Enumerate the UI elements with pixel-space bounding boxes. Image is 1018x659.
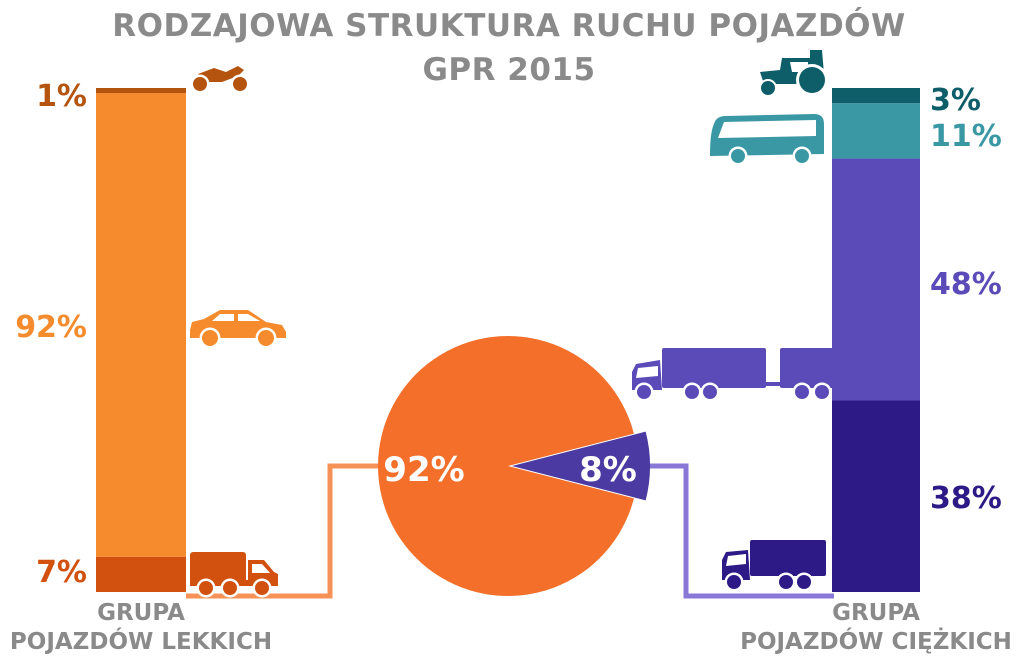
heavy-group-label-line1: GRUPA [832, 600, 920, 626]
light-bar-label: 1% [36, 79, 87, 114]
heavy-group-label-line2: POJAZDÓW CIĘŻKICH [740, 627, 1012, 655]
van-cargo [190, 552, 246, 582]
heavy-bar-segment-3% [832, 88, 920, 104]
truck-window [636, 366, 658, 378]
wheel [233, 77, 247, 91]
pie-label-92: 92% [383, 450, 464, 490]
wheel [193, 77, 207, 91]
car-window [212, 314, 234, 321]
rear-wheel [799, 67, 825, 93]
wheel [795, 385, 809, 399]
light-group-label-line2: POJAZDÓW LEKKICH [10, 627, 272, 655]
wheel [202, 330, 218, 346]
wheel [258, 330, 274, 346]
trailer-hitch [766, 382, 780, 386]
heavy-bar-label: 11% [930, 119, 1002, 154]
light-bar-segment-7% [96, 556, 186, 592]
wheel [731, 149, 745, 163]
delivery-van-icon [190, 552, 278, 598]
heavy-bar-segment-38% [832, 400, 920, 592]
bus-skirt [714, 144, 822, 154]
wheel [815, 385, 829, 399]
motorcycle-icon [190, 66, 250, 94]
truck-window [726, 554, 746, 566]
wheel [795, 149, 809, 163]
light-bar-segment-92% [96, 93, 186, 557]
bus-windows [718, 120, 816, 138]
heavy-group-connector [636, 463, 834, 599]
truck-icon [722, 540, 826, 592]
light-bar-segment-1% [96, 88, 186, 94]
truck-with-trailer-icon [632, 348, 856, 402]
pie-slice-8 [512, 431, 651, 501]
light-bar-label: 7% [36, 555, 87, 590]
heavy-bar-segment-11% [832, 103, 920, 159]
motorcycle-body [198, 66, 244, 82]
wheel [703, 385, 717, 399]
wheel [199, 581, 213, 595]
wheel [779, 575, 793, 589]
car-icon [190, 310, 286, 349]
truck-box [662, 348, 766, 388]
bus-icon [710, 114, 824, 166]
wheel [761, 81, 775, 95]
wheel [685, 385, 699, 399]
wheel [637, 385, 651, 399]
chart-title: RODZAJOWA STRUKTURA RUCHU POJAZDÓW [112, 8, 906, 44]
wheel [727, 575, 741, 589]
car-window [238, 314, 260, 321]
truck-box [750, 540, 826, 576]
trailer-box [780, 348, 856, 388]
light-group-label-line1: GRUPA [97, 600, 185, 626]
van-window [252, 564, 270, 573]
heavy-bar-label: 3% [930, 83, 981, 118]
wheel [797, 575, 811, 589]
heavy-bar-label: 38% [930, 481, 1002, 516]
tractor-icon [759, 50, 828, 97]
wheel [223, 581, 237, 595]
heavy-bar-label: 48% [930, 267, 1002, 302]
pie-label-8: 8% [579, 450, 637, 490]
light-bar-label: 92% [15, 310, 87, 345]
chart-subtitle: GPR 2015 [422, 52, 596, 88]
pie-slice-92 [378, 336, 634, 596]
wheel [255, 581, 269, 595]
